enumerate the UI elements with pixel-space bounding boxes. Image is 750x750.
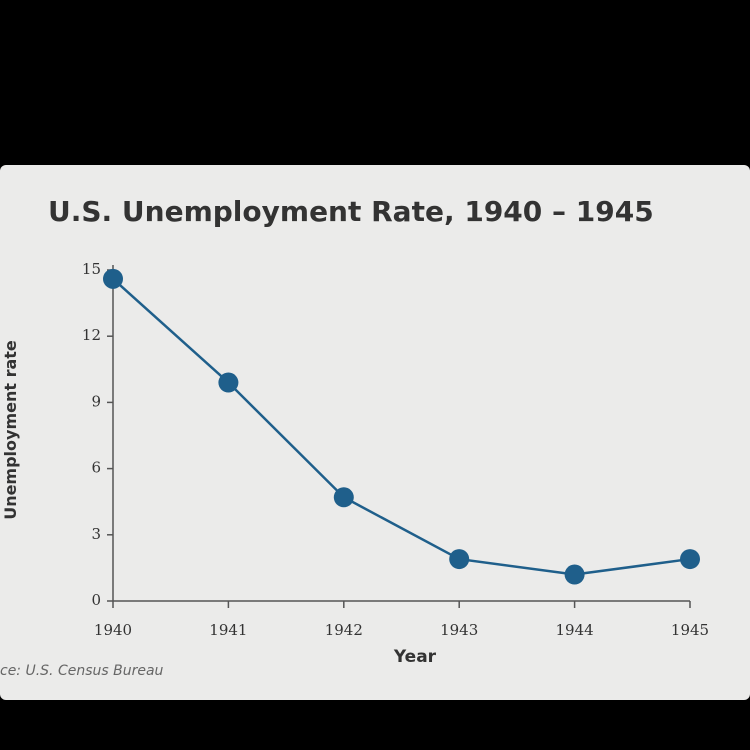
y-tick-label: 15 — [82, 260, 101, 278]
data-point — [449, 549, 470, 570]
x-tick-label: 1945 — [671, 621, 709, 639]
y-tick-label: 12 — [82, 326, 101, 344]
chart-title: U.S. Unemployment Rate, 1940 – 1945 — [48, 195, 654, 228]
source-note: ce: U.S. Census Bureau — [0, 663, 164, 679]
data-point — [680, 549, 700, 570]
x-tick-label: 1944 — [556, 621, 594, 639]
x-tick-label: 1943 — [440, 621, 478, 639]
y-tick-label: 3 — [91, 525, 101, 543]
data-point — [103, 268, 123, 289]
x-tick-label: 1940 — [94, 621, 132, 639]
data-point — [218, 372, 239, 393]
screen — [0, 165, 750, 700]
data-line — [112, 277, 691, 576]
data-point — [333, 487, 354, 508]
x-tick-label: 1941 — [209, 621, 247, 639]
data-point — [564, 564, 585, 585]
y-tick-label: 6 — [91, 459, 101, 477]
y-tick-label: 9 — [91, 392, 101, 410]
x-tick-label: 1942 — [325, 621, 363, 639]
y-tick-label: 0 — [91, 591, 101, 609]
y-axis-label: Unemployment rate — [1, 340, 20, 520]
x-axis-label: Year — [393, 647, 437, 667]
